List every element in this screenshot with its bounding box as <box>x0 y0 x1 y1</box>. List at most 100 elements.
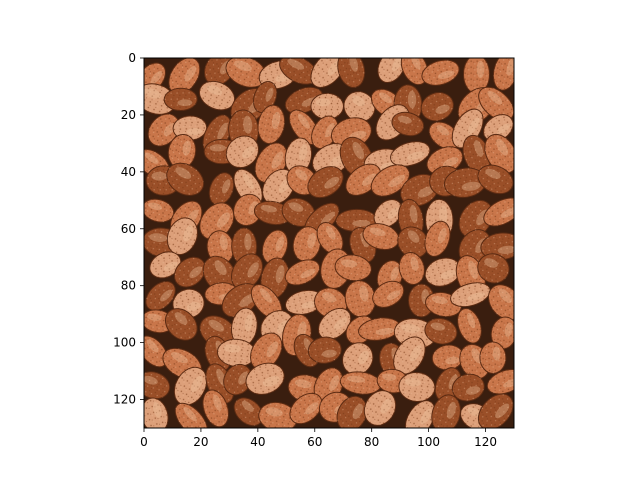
bean-shape <box>289 392 323 425</box>
bean-shape <box>424 317 458 345</box>
bean-shape <box>310 92 345 120</box>
bean-shape <box>490 316 514 350</box>
bean-shape <box>307 336 342 364</box>
bean-shape <box>166 162 205 196</box>
bean-shape <box>450 282 491 308</box>
bean-shape <box>144 198 175 223</box>
bean-shape <box>206 230 235 265</box>
x-tick-label: 20 <box>193 435 208 449</box>
bean-shape <box>292 226 321 262</box>
bean-shape <box>457 308 482 344</box>
bean-shape <box>167 133 197 170</box>
bean-shape <box>398 372 436 402</box>
bean-shape <box>477 393 514 428</box>
bean-shape <box>335 208 377 232</box>
y-tick-label: 100 <box>113 336 136 350</box>
x-tick-label: 100 <box>417 435 440 449</box>
bean-shape <box>233 193 263 227</box>
bean-shape <box>479 341 507 374</box>
bean-shape <box>451 373 485 402</box>
bean-shape <box>307 166 344 199</box>
bean-shape <box>478 86 514 122</box>
bean-shape <box>343 91 376 123</box>
bean-shape <box>480 232 514 261</box>
bean-shape <box>477 164 514 195</box>
bean-shape <box>316 222 344 255</box>
bean-shape <box>281 197 316 227</box>
bean-shape <box>486 368 514 395</box>
x-tick-label: 120 <box>474 435 497 449</box>
bean-shape <box>372 280 405 308</box>
bean-shape <box>310 58 346 88</box>
bean-shape <box>258 401 298 428</box>
bean-texture-image <box>144 58 514 428</box>
bean-shape <box>231 307 258 347</box>
x-tick-label: 60 <box>307 435 322 449</box>
y-axis: 0 20 40 60 80 100 120 <box>113 51 144 407</box>
bean-shape <box>483 197 514 227</box>
x-tick-label: 0 <box>140 435 148 449</box>
bean-shape <box>233 397 264 427</box>
bean-shape <box>225 58 267 88</box>
y-tick-label: 60 <box>121 222 136 236</box>
bean-shape <box>358 317 401 341</box>
bean-shape <box>144 83 176 115</box>
bean-shape <box>428 121 460 150</box>
bean-shape <box>145 281 176 311</box>
bean-shape <box>254 142 288 183</box>
bean-shape <box>370 164 410 197</box>
bean-shape <box>203 58 236 86</box>
image-plot-area <box>144 58 514 428</box>
bean-shape <box>284 259 321 286</box>
bean-shape <box>164 308 198 341</box>
bean-shape <box>398 252 425 285</box>
y-tick-label: 80 <box>121 279 136 293</box>
bean-shape <box>231 253 263 290</box>
bean-shape <box>431 394 461 428</box>
bean-shape <box>172 115 208 141</box>
bean-shape <box>261 229 289 265</box>
bean-shape <box>342 342 374 376</box>
x-axis: 0 20 40 60 80 100 120 <box>140 428 497 449</box>
x-tick-label: 80 <box>364 435 379 449</box>
bean-shape <box>477 253 510 284</box>
bean-shape <box>253 200 292 226</box>
bean-shape <box>285 289 324 315</box>
bean-shape <box>391 111 425 137</box>
bean-shape <box>421 59 460 86</box>
bean-shape <box>390 141 431 167</box>
plot-frame <box>143 57 515 429</box>
bean-shape <box>362 223 400 251</box>
bean-shape <box>144 397 169 428</box>
bean-shape <box>443 167 487 198</box>
bean-shape <box>377 58 406 83</box>
bean-shape <box>424 257 462 287</box>
bean-shape <box>279 58 319 85</box>
bean-shape <box>337 58 366 88</box>
bean-shape <box>202 389 229 428</box>
bean-shape <box>173 366 208 406</box>
bean-shape <box>163 87 198 112</box>
bean-shape <box>462 134 491 174</box>
bean-shape <box>245 362 285 395</box>
bean-shape <box>400 173 440 207</box>
bean-shape <box>431 344 465 371</box>
bean-shape <box>492 58 514 91</box>
bean-shape <box>397 226 429 259</box>
bean-shape <box>363 390 397 426</box>
bean-shape <box>144 371 171 400</box>
bean-shape <box>198 80 236 111</box>
y-tick-label: 40 <box>121 165 136 179</box>
x-tick-label: 40 <box>250 435 265 449</box>
bean-shape <box>208 172 235 206</box>
bean-shape <box>168 58 201 95</box>
bean-shape <box>400 58 429 86</box>
bean-shape <box>344 280 376 318</box>
bean-shape <box>216 338 257 368</box>
bean-shape <box>284 137 313 176</box>
bean-shape <box>420 92 454 122</box>
bean-shape <box>458 199 494 239</box>
bean-shape <box>173 256 206 288</box>
bean-shape <box>339 371 382 395</box>
y-tick-label: 0 <box>128 51 136 65</box>
